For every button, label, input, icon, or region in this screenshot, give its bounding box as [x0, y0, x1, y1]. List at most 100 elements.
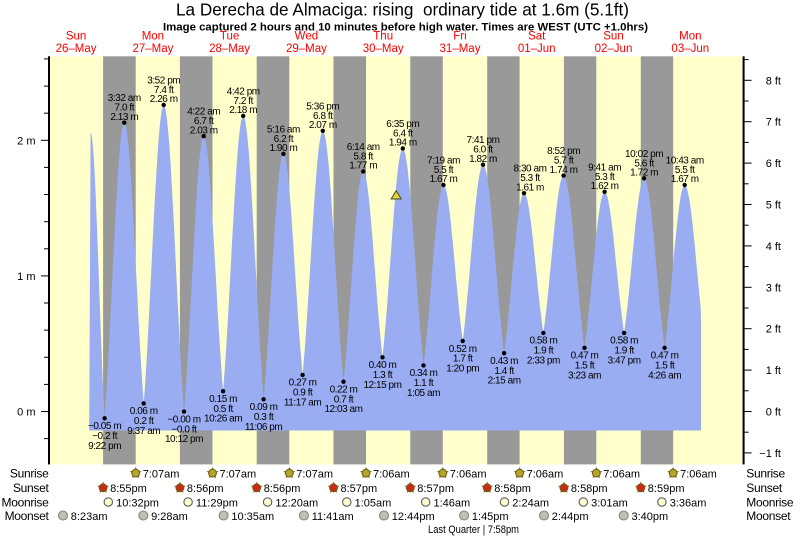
svg-text:4:22 am: 4:22 am	[187, 107, 220, 118]
svg-text:2:44pm: 2:44pm	[552, 511, 589, 523]
svg-text:6:35 pm: 6:35 pm	[386, 119, 419, 130]
svg-text:0.3 ft: 0.3 ft	[254, 412, 274, 423]
svg-text:8:58pm: 8:58pm	[571, 483, 608, 495]
svg-text:6:14 am: 6:14 am	[347, 142, 380, 153]
svg-text:4 ft: 4 ft	[766, 241, 781, 253]
svg-text:26–May: 26–May	[56, 43, 97, 55]
svg-text:6 ft: 6 ft	[766, 158, 781, 170]
svg-text:−0.0 ft: −0.0 ft	[172, 424, 198, 435]
svg-text:8:56pm: 8:56pm	[187, 483, 224, 495]
svg-text:7:19 am: 7:19 am	[427, 156, 460, 167]
svg-text:0.43 m: 0.43 m	[490, 356, 518, 367]
svg-text:10:12 pm: 10:12 pm	[165, 434, 203, 445]
svg-text:28–May: 28–May	[209, 43, 250, 55]
svg-text:1.62 m: 1.62 m	[591, 181, 619, 192]
svg-text:−1 ft: −1 ft	[759, 448, 781, 460]
svg-text:0.34 m: 0.34 m	[410, 368, 438, 379]
svg-text:03–Jun: 03–Jun	[671, 43, 709, 55]
svg-text:3:47 pm: 3:47 pm	[608, 355, 641, 366]
svg-text:2.03 m: 2.03 m	[190, 125, 218, 136]
svg-text:Moonrise: Moonrise	[2, 495, 50, 509]
svg-text:5:36 pm: 5:36 pm	[306, 101, 339, 112]
svg-text:7.0 ft: 7.0 ft	[115, 103, 135, 114]
svg-text:8:57pm: 8:57pm	[341, 483, 378, 495]
svg-text:7:06am: 7:06am	[450, 469, 487, 481]
svg-text:7.4 ft: 7.4 ft	[154, 85, 174, 96]
svg-text:2 ft: 2 ft	[766, 324, 781, 336]
svg-text:0 m: 0 m	[17, 407, 35, 419]
svg-text:5.6 ft: 5.6 ft	[634, 158, 654, 169]
svg-text:Sunset: Sunset	[13, 481, 50, 495]
svg-text:7:07am: 7:07am	[143, 469, 180, 481]
svg-text:5.5 ft: 5.5 ft	[675, 165, 695, 176]
svg-text:8 ft: 8 ft	[766, 75, 781, 87]
svg-text:3:23 am: 3:23 am	[568, 370, 601, 381]
svg-text:La Derecha de Almaciga: rising: La Derecha de Almaciga: rising ordinary …	[176, 0, 629, 20]
svg-text:8:30 am: 8:30 am	[514, 164, 547, 175]
svg-text:10:32pm: 10:32pm	[116, 497, 159, 509]
svg-text:1.3 ft: 1.3 ft	[373, 370, 393, 381]
svg-text:1.61 m: 1.61 m	[516, 182, 544, 193]
svg-text:12:03 am: 12:03 am	[324, 404, 362, 415]
svg-text:8:56pm: 8:56pm	[264, 483, 301, 495]
svg-text:11:06 pm: 11:06 pm	[245, 422, 282, 433]
svg-text:2:33 pm: 2:33 pm	[527, 355, 560, 366]
svg-text:6.8 ft: 6.8 ft	[313, 111, 333, 122]
svg-text:29–May: 29–May	[286, 43, 327, 55]
svg-text:Thu: Thu	[373, 31, 393, 43]
svg-text:0.09 m: 0.09 m	[250, 402, 278, 413]
svg-text:5:16 am: 5:16 am	[267, 124, 300, 135]
svg-text:1 m: 1 m	[17, 271, 35, 283]
svg-text:1.5 ft: 1.5 ft	[575, 361, 595, 372]
svg-text:7.2 ft: 7.2 ft	[233, 96, 253, 107]
svg-text:0.7 ft: 0.7 ft	[334, 394, 354, 405]
svg-text:1:05am: 1:05am	[355, 497, 392, 509]
svg-text:7:06am: 7:06am	[603, 469, 640, 481]
svg-text:Mon: Mon	[679, 31, 701, 43]
svg-text:6.7 ft: 6.7 ft	[194, 116, 214, 127]
svg-text:0.27 m: 0.27 m	[289, 378, 317, 389]
svg-text:Sunrise: Sunrise	[746, 467, 785, 481]
svg-text:10:43 am: 10:43 am	[666, 156, 704, 167]
svg-text:1.5 ft: 1.5 ft	[655, 361, 675, 372]
svg-text:1.67 m: 1.67 m	[430, 174, 458, 185]
svg-text:Moonrise: Moonrise	[746, 495, 793, 509]
svg-text:9:28am: 9:28am	[151, 511, 188, 523]
svg-text:6.0 ft: 6.0 ft	[473, 145, 493, 156]
svg-text:0.06 m: 0.06 m	[130, 406, 158, 417]
svg-text:−0.05 m: −0.05 m	[88, 421, 121, 432]
svg-text:12:15 pm: 12:15 pm	[363, 380, 401, 391]
svg-text:11:17 am: 11:17 am	[284, 397, 321, 408]
svg-text:2.13 m: 2.13 m	[110, 112, 138, 123]
svg-text:0.58 m: 0.58 m	[529, 336, 557, 347]
svg-text:7:07am: 7:07am	[296, 469, 333, 481]
svg-text:0.15 m: 0.15 m	[209, 394, 237, 405]
svg-text:9:41 am: 9:41 am	[588, 162, 621, 173]
svg-text:0.52 m: 0.52 m	[449, 344, 477, 355]
svg-text:1:45pm: 1:45pm	[472, 511, 509, 523]
svg-text:Sunrise: Sunrise	[10, 467, 49, 481]
svg-text:8:57pm: 8:57pm	[417, 483, 454, 495]
svg-text:1.9 ft: 1.9 ft	[534, 346, 554, 357]
svg-text:02–Jun: 02–Jun	[595, 43, 633, 55]
svg-text:10:02 pm: 10:02 pm	[625, 149, 663, 160]
svg-text:−0.00 m: −0.00 m	[167, 414, 200, 425]
svg-text:0 ft: 0 ft	[766, 407, 781, 419]
svg-text:3:32 am: 3:32 am	[108, 93, 141, 104]
svg-text:8:59pm: 8:59pm	[648, 483, 685, 495]
svg-text:1.4 ft: 1.4 ft	[494, 366, 514, 377]
svg-text:27–May: 27–May	[132, 43, 173, 55]
svg-text:0.22 m: 0.22 m	[330, 385, 358, 396]
svg-text:Sat: Sat	[528, 31, 546, 43]
svg-text:Sunset: Sunset	[746, 481, 783, 495]
svg-text:1 ft: 1 ft	[766, 365, 781, 377]
svg-text:12:44pm: 12:44pm	[392, 511, 435, 523]
svg-text:3 ft: 3 ft	[766, 282, 781, 294]
svg-text:2 m: 2 m	[17, 135, 35, 147]
svg-text:10:35am: 10:35am	[231, 511, 274, 523]
svg-text:11:29pm: 11:29pm	[196, 497, 238, 509]
svg-text:Sun: Sun	[66, 31, 86, 43]
svg-text:0.47 m: 0.47 m	[571, 351, 599, 362]
svg-text:8:52 pm: 8:52 pm	[547, 146, 580, 157]
svg-text:1.7 ft: 1.7 ft	[453, 354, 473, 365]
